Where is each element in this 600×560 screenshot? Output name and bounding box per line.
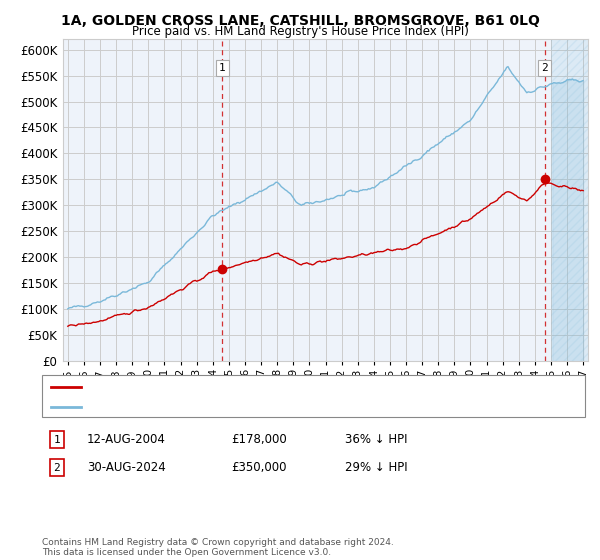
Text: £178,000: £178,000 xyxy=(231,433,287,446)
Text: HPI: Average price, detached house, Bromsgrove: HPI: Average price, detached house, Brom… xyxy=(85,402,341,412)
Text: 12-AUG-2004: 12-AUG-2004 xyxy=(87,433,166,446)
Text: 1A, GOLDEN CROSS LANE, CATSHILL, BROMSGROVE, B61 0LQ (detached house): 1A, GOLDEN CROSS LANE, CATSHILL, BROMSGR… xyxy=(85,382,503,392)
Text: 36% ↓ HPI: 36% ↓ HPI xyxy=(345,433,407,446)
Text: 1A, GOLDEN CROSS LANE, CATSHILL, BROMSGROVE, B61 0LQ: 1A, GOLDEN CROSS LANE, CATSHILL, BROMSGR… xyxy=(61,14,539,28)
Text: Price paid vs. HM Land Registry's House Price Index (HPI): Price paid vs. HM Land Registry's House … xyxy=(131,25,469,38)
Text: 2: 2 xyxy=(541,63,548,73)
Text: Contains HM Land Registry data © Crown copyright and database right 2024.
This d: Contains HM Land Registry data © Crown c… xyxy=(42,538,394,557)
Text: 2: 2 xyxy=(53,463,61,473)
Text: 1: 1 xyxy=(53,435,61,445)
Text: 29% ↓ HPI: 29% ↓ HPI xyxy=(345,461,407,474)
Text: £350,000: £350,000 xyxy=(231,461,287,474)
Text: 30-AUG-2024: 30-AUG-2024 xyxy=(87,461,166,474)
Bar xyxy=(551,39,599,361)
Text: 1: 1 xyxy=(219,63,226,73)
